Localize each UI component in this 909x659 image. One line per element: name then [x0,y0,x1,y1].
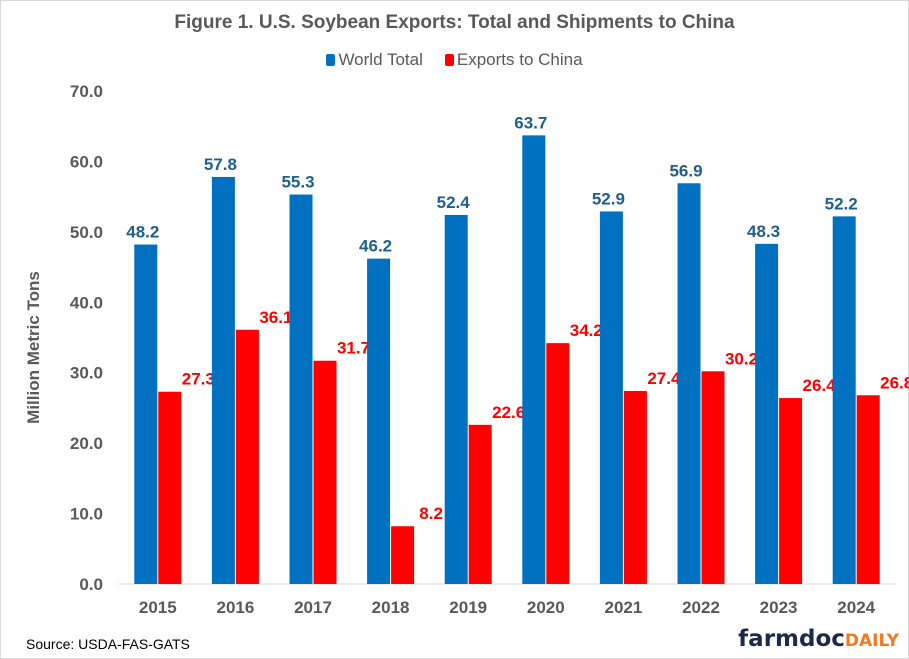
legend-item-world-total: World Total [326,50,423,70]
bar-world-2021 [599,211,623,584]
x-tick-label: 2016 [216,598,254,617]
data-label: 52.2 [825,194,858,213]
legend-item-exports-china: Exports to China [444,50,583,70]
x-tick-label: 2018 [372,598,410,617]
bar-china-2020 [546,343,570,584]
bar-china-2024 [856,395,880,584]
bar-china-2019 [468,424,492,584]
x-tick-label: 2023 [760,598,798,617]
bar-world-2024 [832,216,856,584]
bar-china-2016 [235,329,259,584]
bar-world-2018 [367,258,391,584]
data-label: 8.2 [419,504,443,523]
bar-china-2021 [623,391,647,584]
bar-world-2023 [755,243,779,584]
bar-china-2015 [158,391,182,584]
data-label: 48.2 [126,223,159,242]
legend: World Total Exports to China [0,50,909,70]
y-axis-title: Million Metric Tons [24,271,43,424]
chart-title: Figure 1. U.S. Soybean Exports: Total an… [174,12,735,33]
y-tick-label: 30.0 [70,364,103,383]
y-tick-label: 70.0 [70,82,103,101]
y-tick-label: 50.0 [70,223,103,242]
source-note: Source: USDA-FAS-GATS [26,636,190,652]
x-tick-label: 2020 [527,598,565,617]
data-label: 56.9 [669,161,702,180]
data-label: 22.6 [492,403,525,422]
x-tick-label: 2015 [139,598,177,617]
bar-world-2022 [677,183,701,585]
bar-china-2017 [313,360,337,584]
x-tick-label: 2021 [604,598,642,617]
y-tick-label: 10.0 [70,505,103,524]
y-tick-label: 60.0 [70,152,103,171]
data-label: 26.4 [803,376,837,395]
data-label: 34.2 [570,321,603,340]
data-label: 57.8 [204,155,237,174]
data-label: 46.2 [359,237,392,256]
x-tick-label: 2017 [294,598,332,617]
farmdoc-daily-logo: farmdocDAILY [738,626,899,652]
data-label: 27.3 [182,370,215,389]
legend-swatch-red [444,54,454,66]
bar-china-2022 [701,371,725,584]
y-tick-label: 40.0 [70,293,103,312]
data-label: 63.7 [514,113,547,132]
data-label: 52.9 [592,189,625,208]
x-tick-label: 2024 [837,598,875,617]
x-tick-label: 2019 [449,598,487,617]
bar-world-2020 [522,135,546,584]
x-tick-label: 2022 [682,598,720,617]
bar-china-2023 [779,398,803,584]
bar-world-2015 [134,244,158,584]
data-label: 55.3 [281,173,314,192]
y-tick-label: 0.0 [79,575,103,594]
bar-world-2016 [211,176,235,584]
bar-world-2017 [289,194,313,584]
legend-swatch-blue [326,54,336,66]
legend-label: World Total [338,50,423,69]
y-tick-label: 20.0 [70,434,103,453]
legend-label: Exports to China [456,50,583,69]
bar-china-2018 [391,526,415,584]
data-label: 48.3 [747,222,780,241]
data-label: 27.4 [647,369,681,388]
data-label: 36.1 [259,308,292,327]
data-label: 26.8 [880,373,909,392]
data-label: 31.7 [337,339,370,358]
data-label: 30.2 [725,349,758,368]
bar-world-2019 [444,214,468,584]
data-label: 52.4 [437,193,471,212]
